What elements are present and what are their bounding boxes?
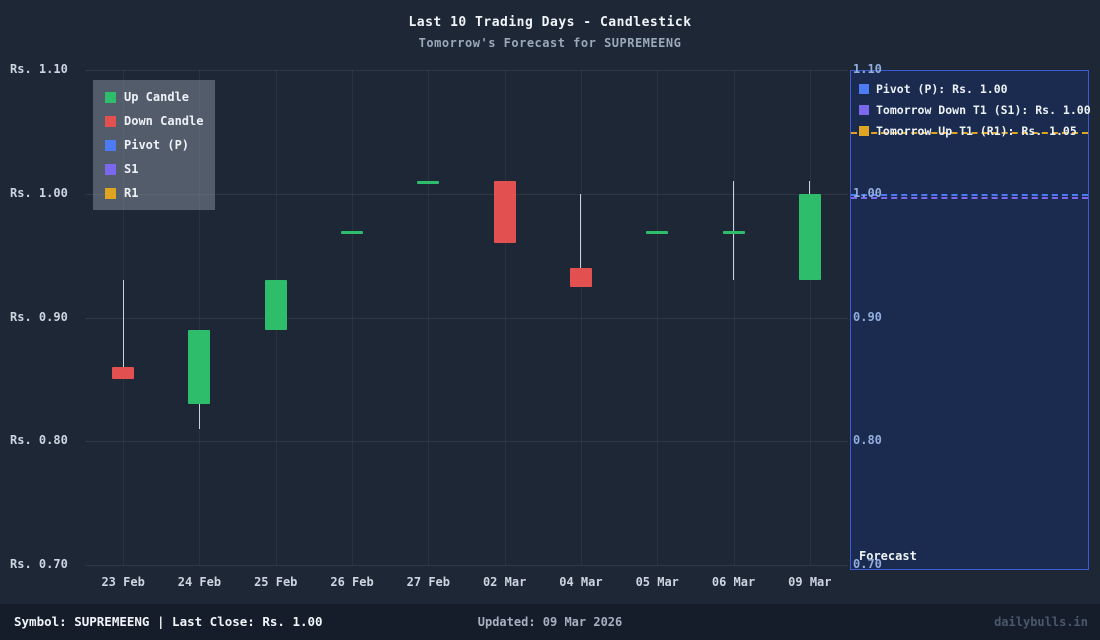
x-axis-label: 25 Feb <box>254 575 298 589</box>
up-candle <box>264 280 287 330</box>
footer-symbol-text: Symbol: SUPREMEENG | Last Close: Rs. 1.0… <box>14 614 323 629</box>
legend-item-label: Down Candle <box>124 114 204 128</box>
legend-item: S1 <box>105 162 203 176</box>
legend-item-label: S1 <box>124 162 139 176</box>
legend-color-chip <box>105 91 116 103</box>
forecast-legend-label: Tomorrow Down T1 (S1): Rs. 1.00 <box>876 102 1091 117</box>
y-axis-label-left: Rs. 0.70 <box>10 557 68 571</box>
forecast-legend-color-chip <box>859 83 869 94</box>
v-gridline <box>352 70 354 565</box>
h-gridline <box>85 193 848 195</box>
footer-bar: Symbol: SUPREMEENG | Last Close: Rs. 1.0… <box>0 604 1100 640</box>
h-gridline <box>85 317 848 319</box>
forecast-legend-label: Tomorrow Up T1 (R1): Rs. 1.05 <box>876 123 1077 138</box>
chart-legend: Up Candle Down Candle Pivot (P) S1 R1 <box>93 80 216 210</box>
y-axis-label-right: 0.90 <box>853 309 882 324</box>
down-candle <box>493 181 516 244</box>
x-axis-label: 09 Mar <box>788 575 832 589</box>
up-candle <box>722 230 745 234</box>
v-gridline <box>123 70 125 565</box>
y-axis-label-right: 0.70 <box>853 557 882 571</box>
x-axis-label: 04 Mar <box>559 575 603 589</box>
legend-color-chip <box>105 115 116 127</box>
x-axis-label: 02 Mar <box>482 575 527 589</box>
h-gridline <box>85 565 848 566</box>
down-candle <box>112 367 135 380</box>
forecast-panel: Pivot (P): Rs. 1.00 Tomorrow Down T1 (S1)… <box>850 70 1091 570</box>
forecast-line <box>851 193 1088 196</box>
y-axis-label-right: 0.80 <box>853 433 882 448</box>
legend-color-chip <box>105 139 116 151</box>
forecast-line <box>851 196 1088 199</box>
y-axis-label-right: 1.10 <box>853 62 882 76</box>
y-axis-label-left: Rs. 0.80 <box>10 433 68 448</box>
up-candle <box>188 329 211 405</box>
down-candle <box>569 268 592 287</box>
forecast-legend-item: Tomorrow Up T1 (R1): Rs. 1.05 <box>859 120 1088 141</box>
legend-item: Down Candle <box>105 114 203 128</box>
y-axis-label-left: Rs. 0.90 <box>10 309 68 324</box>
up-candle <box>646 230 669 234</box>
candle-wick <box>122 280 124 380</box>
chart-subtitle: Tomorrow's Forecast for SUPREMEENG <box>418 36 682 50</box>
forecast-legend-color-chip <box>859 104 869 115</box>
legend-item: Pivot (P) <box>105 138 203 152</box>
up-candle <box>417 181 440 185</box>
h-gridline <box>85 70 848 71</box>
y-axis-label-right: 1.00 <box>853 185 882 200</box>
h-gridline <box>85 441 848 443</box>
v-gridline <box>504 70 506 565</box>
x-axis-label: 26 Feb <box>330 575 374 589</box>
up-candle <box>798 193 821 281</box>
candle-wick <box>580 193 582 287</box>
x-axis-label: 27 Feb <box>406 575 451 589</box>
v-gridline <box>809 70 811 565</box>
x-axis-label: 06 Mar <box>711 575 756 589</box>
v-gridline <box>580 70 582 565</box>
forecast-legend-color-chip <box>859 125 869 136</box>
legend-item-label: Up Candle <box>124 90 190 104</box>
y-axis-label-left: Rs. 1.10 <box>10 62 68 76</box>
forecast-line <box>851 131 1088 134</box>
chart-title: Last 10 Trading Days - Candlestick <box>408 15 692 30</box>
legend-item: Up Candle <box>105 90 203 104</box>
v-gridline <box>199 70 201 565</box>
v-gridline <box>657 70 659 565</box>
forecast-axis-label: Forecast <box>859 549 917 563</box>
forecast-legend: Pivot (P): Rs. 1.00 Tomorrow Down T1 (S1)… <box>859 78 1091 141</box>
footer-updated-text: Updated: 09 Mar 2026 <box>477 615 623 629</box>
x-axis-label: 24 Feb <box>177 575 222 589</box>
v-gridline <box>428 70 430 565</box>
legend-color-chip <box>105 163 116 175</box>
y-axis-label-left: Rs. 1.00 <box>10 185 68 200</box>
v-gridline <box>733 70 735 565</box>
footer-brand: dailybulls.in <box>994 615 1088 629</box>
up-candle <box>341 230 364 234</box>
x-axis-label: 23 Feb <box>101 575 145 589</box>
forecast-legend-item: Pivot (P): Rs. 1.00 <box>859 78 1088 99</box>
forecast-legend-label: Pivot (P): Rs. 1.00 <box>876 81 1008 96</box>
forecast-legend-item: Tomorrow Down T1 (S1): Rs. 1.00 <box>859 99 1091 120</box>
legend-item-label: Pivot (P) <box>124 138 190 152</box>
x-axis-label: 05 Mar <box>635 575 679 589</box>
legend-color-chip <box>105 187 116 199</box>
legend-item-label: R1 <box>124 186 139 200</box>
legend-item: R1 <box>105 186 203 200</box>
